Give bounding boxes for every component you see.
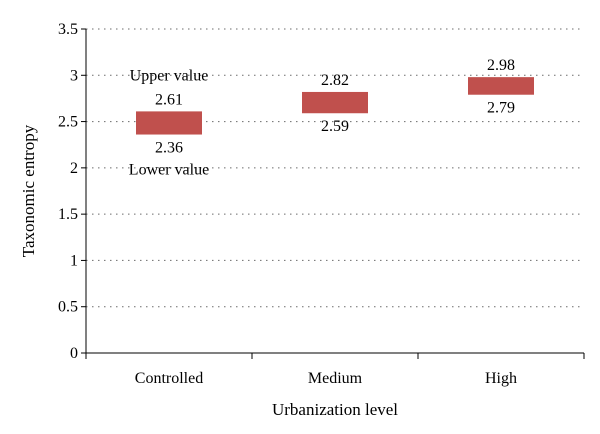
range-bar: [302, 91, 368, 114]
lower-value-label: 2.36: [155, 140, 183, 157]
x-tick-label: High: [485, 370, 517, 387]
lower-value-label: 2.79: [487, 100, 515, 117]
y-tick-label: 3: [70, 67, 78, 84]
upper-value-label: 2.82: [321, 72, 349, 89]
y-tick-label: 0: [70, 345, 78, 362]
range-bar: [136, 111, 202, 135]
y-tick-label: 0.5: [58, 299, 78, 316]
upper-value-annotation: Upper value: [130, 67, 209, 84]
range-bar: [468, 77, 534, 95]
upper-value-label: 2.61: [155, 91, 183, 108]
gridlines: [86, 28, 584, 308]
x-tick-label: Controlled: [135, 370, 203, 387]
range-bars: [136, 77, 534, 135]
upper-value-label: 2.98: [487, 57, 515, 74]
y-tick-label: 1.5: [58, 206, 78, 223]
data-labels: 2.61 2.36 2.82 2.59 2.98 2.79: [155, 57, 515, 156]
y-tick-label: 2.5: [58, 114, 78, 131]
y-tick-label: 2: [70, 160, 78, 177]
x-axis-title: Urbanization level: [272, 400, 398, 419]
x-axis-ticks: Controlled Medium High: [85, 353, 585, 387]
x-tick-label: Medium: [308, 370, 363, 387]
y-axis-ticks: 0 0.5 1 1.5 2 2.5 3 3.5: [58, 21, 86, 362]
y-tick-label: 1: [70, 252, 78, 269]
y-tick-label: 3.5: [58, 21, 78, 38]
lower-value-annotation: Lower value: [129, 162, 209, 179]
lower-value-label: 2.59: [321, 118, 349, 135]
y-axis-title: Taxonomic entropy: [19, 124, 38, 257]
